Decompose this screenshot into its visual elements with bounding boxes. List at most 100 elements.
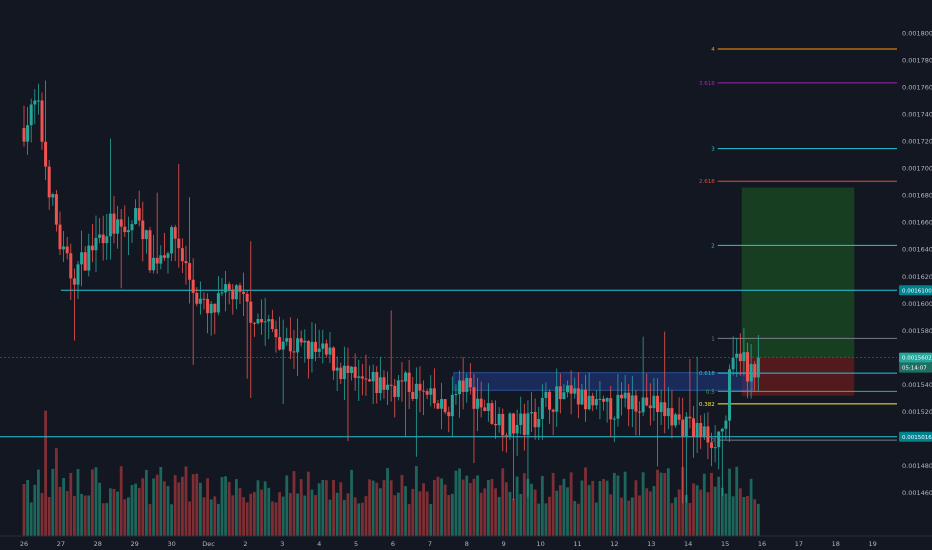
volume-bar [476, 475, 479, 536]
volume-bar [418, 491, 422, 536]
volume-bar [486, 480, 490, 536]
level-badge[interactable] [899, 431, 932, 442]
candle-body [486, 403, 490, 412]
candle-body [76, 264, 80, 285]
volume-bar [51, 468, 55, 536]
volume-bar [339, 482, 343, 536]
volume-bar [119, 466, 123, 536]
candle-body [753, 364, 757, 378]
candle-body [310, 341, 314, 359]
level-badge[interactable] [899, 285, 932, 296]
volume-bar [645, 488, 649, 536]
position-stop-zone[interactable] [741, 357, 855, 396]
candle-body [454, 394, 458, 396]
long-position-tool[interactable] [741, 187, 855, 396]
candle-body [339, 367, 343, 380]
volume-bar [256, 480, 260, 536]
volume-bar [393, 495, 397, 536]
candle-body [69, 253, 73, 279]
volume-bar [558, 485, 562, 536]
volume-bar [274, 502, 278, 536]
volume-bar [605, 480, 609, 536]
level-label: 0.0015016 [902, 435, 932, 441]
candle-body [537, 418, 541, 428]
countdown-label: 05:14:07 [902, 366, 927, 372]
time-tick-label: 11 [573, 540, 581, 548]
price-axis-background [897, 0, 932, 550]
volume-bar [317, 483, 321, 536]
volume-bar [436, 476, 440, 536]
candle-body [314, 341, 318, 352]
candle-body [317, 348, 321, 352]
volume-bar [166, 485, 170, 536]
candle-body [692, 418, 696, 437]
fib-extension[interactable]: 4 3.618 3 2.618 2 1 0.618 0.5 0.382 0 [699, 47, 897, 444]
volume-bar [94, 467, 98, 536]
time-tick-label: 16 [758, 540, 766, 548]
candle-body [735, 353, 739, 358]
time-tick-label: 17 [795, 540, 803, 548]
candle-body [288, 338, 292, 352]
volume-bar [641, 472, 645, 536]
candle-body [576, 388, 580, 405]
volume-bar [368, 479, 371, 536]
candle-body [130, 224, 134, 231]
volume-bar [728, 468, 731, 536]
candle-body [749, 364, 753, 382]
volume-bar [735, 466, 739, 536]
volume-bar [627, 500, 631, 536]
candle-body [335, 367, 339, 371]
supply-zone-rectangle[interactable] [453, 372, 754, 391]
candle-body [105, 236, 109, 244]
time-axis[interactable]: 26 27 28 29 30 Dec 2 3 4 5 6 7 8 9 10 11 12 13 14 15 16 17 18 1… [0, 535, 932, 550]
volume-bar [548, 496, 551, 536]
volume-bar [684, 494, 688, 536]
volume-bar [116, 491, 119, 536]
candle-body [436, 403, 440, 409]
candle-body [324, 343, 328, 355]
current-price-badge[interactable] [899, 352, 932, 363]
candle-body [213, 303, 217, 313]
candle-body [681, 419, 685, 436]
candle-body [342, 365, 346, 380]
candle-body [177, 238, 181, 249]
candle-body [144, 230, 148, 240]
volume-bar [702, 473, 706, 536]
candle-body [357, 376, 361, 378]
candle-body [256, 319, 260, 324]
time-tick-label: 14 [684, 540, 692, 548]
candle-body [346, 365, 350, 373]
volume-bar [461, 479, 465, 536]
candle-body [155, 257, 159, 264]
candle-body [443, 399, 447, 413]
candle-body [191, 279, 195, 293]
volume-bar [216, 503, 220, 536]
candle-body [267, 319, 271, 322]
volume-bar [659, 472, 663, 536]
volume-bar [252, 492, 256, 536]
fib-level-label: 1 [711, 336, 715, 342]
candle-body [22, 128, 26, 142]
time-axis-background [0, 536, 897, 550]
zone-rect[interactable] [453, 372, 754, 391]
volume-bar [364, 496, 368, 536]
position-profit-zone[interactable] [741, 187, 855, 358]
candle-body [40, 100, 44, 142]
countdown-badge[interactable] [899, 362, 932, 373]
candle-body [756, 357, 760, 378]
candle-body [566, 385, 570, 393]
volume-bar [443, 484, 447, 536]
volume-bar [501, 468, 505, 536]
candle-body [242, 291, 246, 294]
volume-bar [663, 473, 667, 536]
candle-body [227, 284, 231, 290]
candle-body [666, 408, 670, 417]
candle-body [252, 322, 256, 324]
volume-bar [551, 472, 555, 536]
volume-bar [270, 501, 274, 536]
candle-body [548, 391, 552, 410]
